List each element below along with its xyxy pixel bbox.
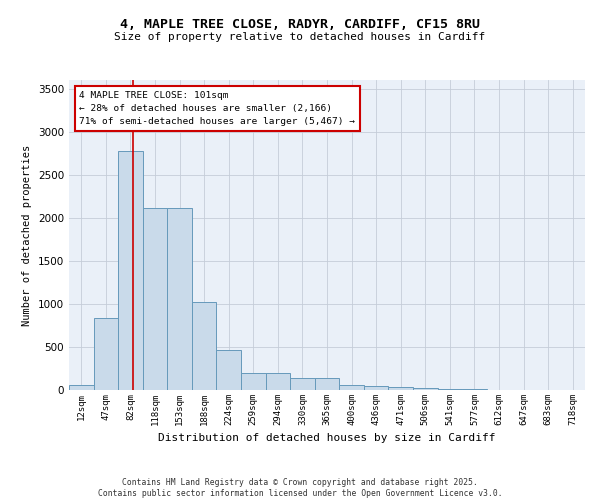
Bar — [118, 150, 143, 390]
Bar — [192, 302, 217, 390]
Bar — [94, 318, 118, 390]
Text: Size of property relative to detached houses in Cardiff: Size of property relative to detached ho… — [115, 32, 485, 42]
X-axis label: Distribution of detached houses by size in Cardiff: Distribution of detached houses by size … — [158, 434, 496, 444]
Y-axis label: Number of detached properties: Number of detached properties — [22, 144, 32, 326]
Bar — [167, 208, 192, 390]
Bar — [266, 373, 290, 390]
Bar — [217, 350, 241, 390]
Bar — [241, 373, 266, 390]
Bar — [437, 389, 462, 390]
Bar — [364, 386, 388, 390]
Bar — [143, 208, 167, 390]
Text: 4, MAPLE TREE CLOSE, RADYR, CARDIFF, CF15 8RU: 4, MAPLE TREE CLOSE, RADYR, CARDIFF, CF1… — [120, 18, 480, 30]
Bar — [69, 386, 94, 390]
Bar — [290, 378, 315, 390]
Bar — [315, 378, 339, 390]
Text: 4 MAPLE TREE CLOSE: 101sqm
← 28% of detached houses are smaller (2,166)
71% of s: 4 MAPLE TREE CLOSE: 101sqm ← 28% of deta… — [79, 91, 355, 126]
Text: Contains HM Land Registry data © Crown copyright and database right 2025.
Contai: Contains HM Land Registry data © Crown c… — [98, 478, 502, 498]
Bar — [388, 388, 413, 390]
Bar — [413, 388, 437, 390]
Bar — [339, 386, 364, 390]
